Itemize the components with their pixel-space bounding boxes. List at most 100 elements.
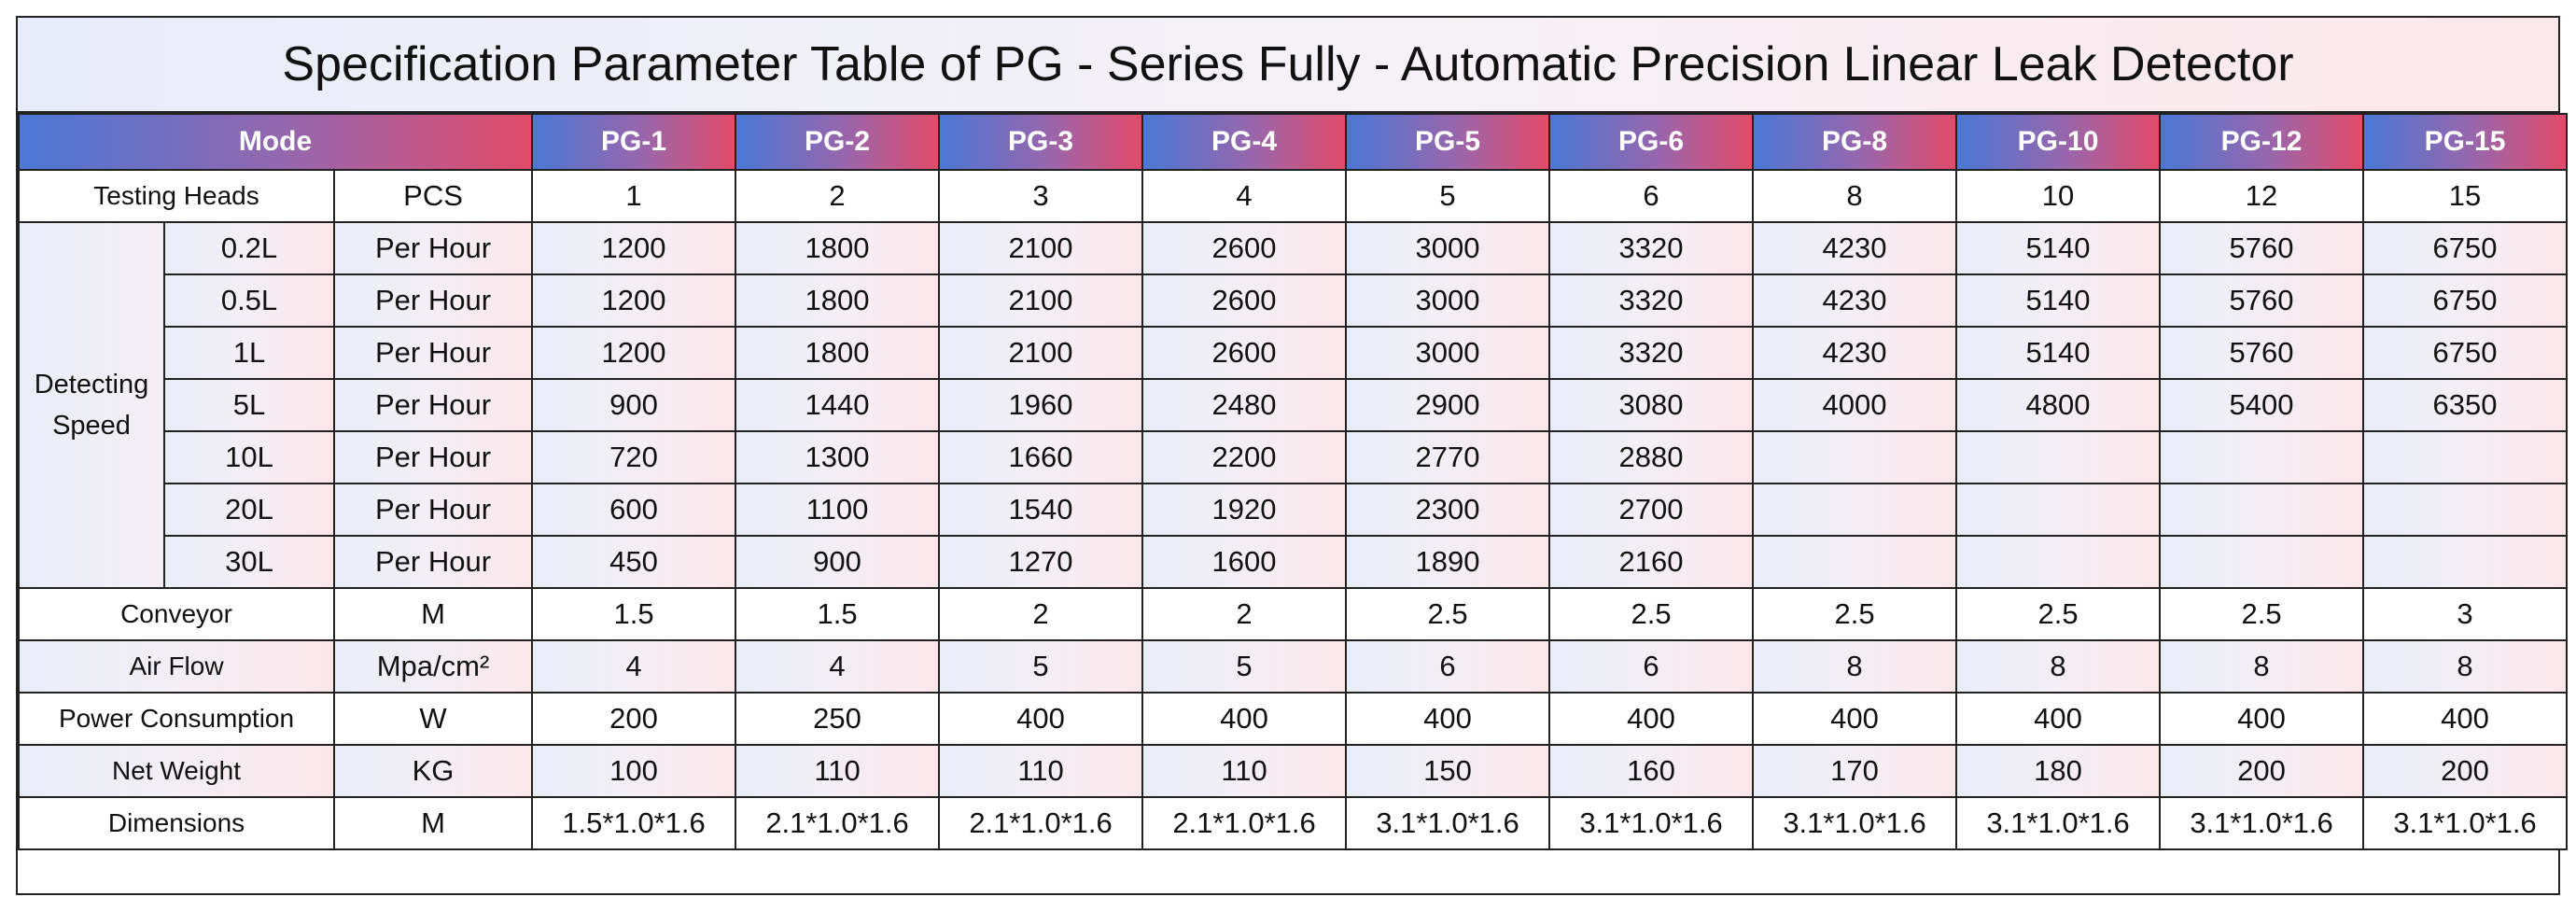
value-cell: 400	[938, 692, 1144, 746]
value-cell: 1960	[938, 378, 1144, 432]
empty-cell	[2362, 483, 2569, 537]
value-cell: 3.1*1.0*1.6	[1955, 796, 2162, 850]
row-label-cell: Dimensions	[18, 796, 335, 850]
value-cell: 2200	[1141, 430, 1348, 484]
value-cell: 4	[735, 639, 941, 694]
value-cell: 3320	[1548, 273, 1755, 328]
model-header-cell: PG-4	[1141, 113, 1348, 171]
value-cell: 3320	[1548, 221, 1755, 275]
model-header-cell: PG-2	[735, 113, 941, 171]
value-cell: 8	[1752, 169, 1958, 223]
value-cell: 1440	[735, 378, 941, 432]
value-cell: 4	[531, 639, 737, 694]
value-cell: 6750	[2362, 221, 2569, 275]
value-cell: 2600	[1141, 326, 1348, 380]
empty-cell	[2159, 430, 2365, 484]
value-cell: 3000	[1345, 221, 1551, 275]
spec-sheet: Specification Parameter Table of PG - Se…	[16, 16, 2569, 895]
value-cell: 2.1*1.0*1.6	[1141, 796, 1348, 850]
value-cell: 4230	[1752, 326, 1958, 380]
value-cell: 3320	[1548, 326, 1755, 380]
value-cell: 900	[531, 378, 737, 432]
row-label-cell: Net Weight	[18, 744, 335, 798]
value-cell: 200	[2362, 744, 2569, 798]
value-cell: 3	[938, 169, 1144, 223]
value-cell: 2600	[1141, 273, 1348, 328]
empty-cell	[2362, 535, 2569, 589]
value-cell: 5140	[1955, 326, 2162, 380]
size-cell: 0.2L	[163, 221, 335, 275]
value-cell: 6	[1345, 639, 1551, 694]
value-cell: 110	[735, 744, 941, 798]
model-header-cell: PG-1	[531, 113, 737, 171]
detecting-speed-label-word: Speed	[52, 411, 131, 441]
value-cell: 3.1*1.0*1.6	[1548, 796, 1755, 850]
unit-cell: PCS	[332, 169, 534, 223]
value-cell: 1270	[938, 535, 1144, 589]
value-cell: 8	[1955, 639, 2162, 694]
value-cell: 1890	[1345, 535, 1551, 589]
unit-cell: Mpa/cm²	[332, 639, 534, 694]
value-cell: 5760	[2159, 273, 2365, 328]
value-cell: 8	[2362, 639, 2569, 694]
unit-cell: Per Hour	[332, 378, 534, 432]
value-cell: 5400	[2159, 378, 2365, 432]
value-cell: 6750	[2362, 273, 2569, 328]
value-cell: 4800	[1955, 378, 2162, 432]
row-label-cell: Air Flow	[18, 639, 335, 694]
value-cell: 2480	[1141, 378, 1348, 432]
table-row: 1L Per Hour 1200 1800 2100 2600 3000 3320 4230 51…	[19, 326, 2569, 380]
value-cell: 110	[1141, 744, 1348, 798]
value-cell: 3.1*1.0*1.6	[2362, 796, 2569, 850]
model-header-cell: PG-6	[1548, 113, 1755, 171]
value-cell: 1.5	[531, 587, 737, 641]
model-header-cell: PG-10	[1955, 113, 2162, 171]
model-header-cell: PG-15	[2362, 113, 2569, 171]
value-cell: 3000	[1345, 273, 1551, 328]
value-cell: 6	[1548, 639, 1755, 694]
value-cell: 12	[2159, 169, 2365, 223]
value-cell: 400	[1345, 692, 1551, 746]
value-cell: 1.5	[735, 587, 941, 641]
value-cell: 400	[1955, 692, 2162, 746]
table-title: Specification Parameter Table of PG - Se…	[18, 18, 2558, 113]
unit-cell: Per Hour	[332, 535, 534, 589]
table-body: Mode PG-1 PG-2 PG-3 PG-4 PG-5 PG-6 PG-8 PG-10 PG-…	[17, 113, 2569, 850]
value-cell: 1300	[735, 430, 941, 484]
value-cell: 3.1*1.0*1.6	[1752, 796, 1958, 850]
unit-cell: KG	[332, 744, 534, 798]
size-cell: 20L	[163, 483, 335, 537]
value-cell: 400	[1752, 692, 1958, 746]
value-cell: 1800	[735, 326, 941, 380]
value-cell: 4230	[1752, 221, 1958, 275]
value-cell: 1540	[938, 483, 1144, 537]
value-cell: 3	[2362, 587, 2569, 641]
value-cell: 2900	[1345, 378, 1551, 432]
value-cell: 1800	[735, 273, 941, 328]
model-header-cell: PG-5	[1345, 113, 1551, 171]
value-cell: 2160	[1548, 535, 1755, 589]
empty-cell	[2362, 430, 2569, 484]
value-cell: 1800	[735, 221, 941, 275]
table-row: 5L Per Hour 900 1440 1960 2480 2900 3080 4000 480…	[19, 378, 2569, 432]
model-header-cell: PG-12	[2159, 113, 2365, 171]
row-label-cell: Conveyor	[18, 587, 335, 641]
table-row: Testing Heads PCS 1 2 3 4 5 6 8 10 12 15	[18, 169, 2569, 223]
value-cell: 2600	[1141, 221, 1348, 275]
value-cell: 2.5	[1548, 587, 1755, 641]
unit-cell: Per Hour	[332, 273, 534, 328]
value-cell: 2.5	[1345, 587, 1551, 641]
value-cell: 600	[531, 483, 737, 537]
table-row: Conveyor M 1.5 1.5 2 2 2.5 2.5 2.5 2.5 2.5 3	[18, 587, 2569, 641]
size-cell: 0.5L	[163, 273, 335, 328]
spec-table: Mode PG-1 PG-2 PG-3 PG-4 PG-5 PG-6 PG-8 PG-10 PG-…	[17, 113, 2569, 850]
value-cell: 5	[1141, 639, 1348, 694]
value-cell: 3080	[1548, 378, 1755, 432]
empty-cell	[2159, 483, 2365, 537]
empty-cell	[1955, 430, 2162, 484]
value-cell: 15	[2362, 169, 2569, 223]
value-cell: 400	[1141, 692, 1348, 746]
empty-cell	[1752, 483, 1958, 537]
unit-cell: Per Hour	[332, 483, 534, 537]
table-row: Net Weight KG 100 110 110 110 150 160 170 180 200 2…	[18, 744, 2569, 798]
